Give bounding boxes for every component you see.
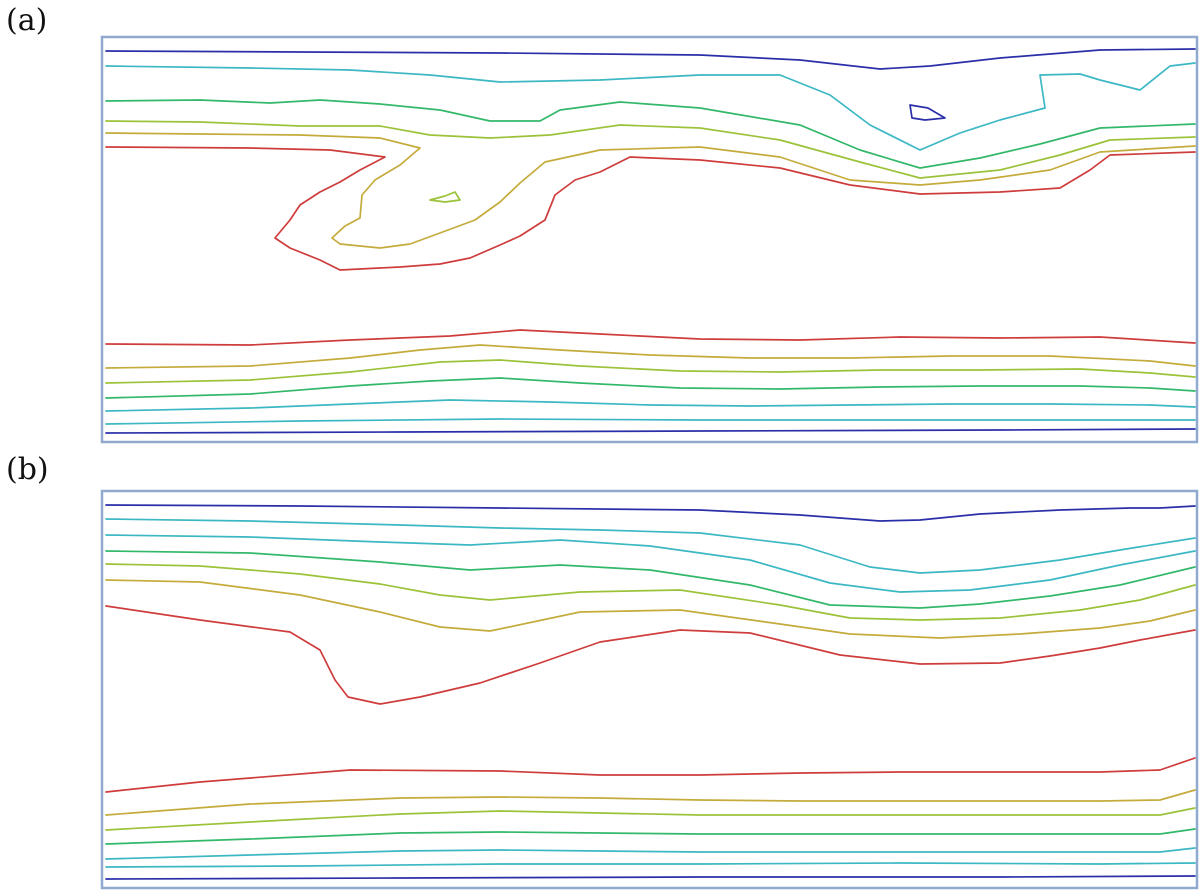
panel-b-contour-top-7 [105, 605, 1196, 705]
panel-b-contour-top-6 [105, 579, 1196, 639]
panel-a-contour-bottom-6 [105, 418, 1196, 425]
panel-a-contour-top-3 [105, 99, 1196, 169]
panel-b-contour-top-3 [105, 534, 1196, 593]
panel-a-contour-loop-blue [909, 104, 946, 121]
panel-b-contour-bottom-5 [105, 847, 1196, 860]
panel-a-contour-bottom-7 [105, 428, 1196, 434]
panel-a-label: (a) [6, 3, 48, 38]
panel-a-contour-loop-yellow [429, 191, 461, 203]
panel-a-contour-top-2 [105, 62, 1196, 151]
panel-b-contour-bottom-7 [105, 875, 1196, 880]
panel-b-label: (b) [6, 452, 49, 487]
panel-a-contour-bottom-2 [105, 344, 1196, 369]
panel-b-contour-top-4 [105, 550, 1196, 609]
panel-a-contour-bottom-4 [105, 377, 1196, 399]
panel-a-contour-top-1 [105, 48, 1196, 70]
panel-b-contour-bottom-3 [105, 807, 1196, 831]
panel-b-contour-bottom-6 [105, 862, 1196, 868]
panel-b-contour-top-1 [105, 504, 1196, 522]
panel-a-contour-bottom-5 [105, 399, 1196, 412]
panel-a-contour-top-4 [105, 120, 1196, 179]
panel-b [100, 489, 1199, 890]
panel-a-contour-bottom-1 [105, 329, 1196, 346]
panel-b-contour-bottom-1 [105, 757, 1196, 793]
panel-a [100, 35, 1199, 444]
panel-b-frame [100, 489, 1199, 890]
panel-b-contour-bottom-4 [105, 828, 1196, 845]
panel-b-contour-bottom-2 [105, 789, 1196, 816]
panel-a-contour-bottom-3 [105, 359, 1196, 384]
panel-a-contour-top-6 [105, 146, 1196, 271]
panel-a-contour-top-5 [105, 132, 1196, 249]
panel-a-frame [100, 35, 1199, 444]
panel-b-contour-top-2 [105, 518, 1196, 574]
panel-b-contour-top-5 [105, 563, 1196, 621]
